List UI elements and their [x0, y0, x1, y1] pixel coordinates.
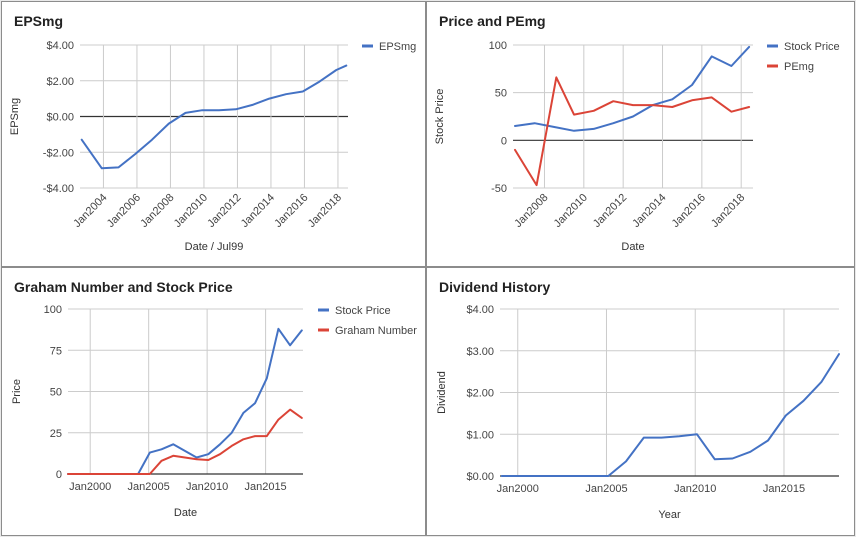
chart-panel-price-and-pemg: Price and PEmg 100 50 0 -50 Jan2008 Jan2010 Ja…	[426, 1, 855, 267]
series-line-stock-price	[514, 45, 751, 132]
x-tick-label: Jan2005	[585, 483, 627, 495]
chart-panel-graham-number: Graham Number and Stock Price 100 75 50 25 0…	[1, 267, 426, 536]
x-tick-label: Jan2012	[591, 192, 629, 230]
chart-title: Dividend History	[439, 279, 551, 295]
series-line-dividend	[500, 353, 840, 477]
y-tick-label: $4.00	[46, 40, 74, 52]
x-axis-label: Year	[658, 509, 681, 521]
x-tick-label: Jan2018	[306, 192, 344, 230]
y-axis-label: Dividend	[436, 371, 448, 414]
x-tick-label: Jan2008	[138, 192, 176, 230]
y-tick-label: 50	[50, 387, 62, 399]
y-tick-label: $1.00	[466, 429, 494, 441]
chart-title: EPSmg	[14, 13, 64, 29]
y-tick-label: $4.00	[466, 304, 494, 316]
y-tick-label: 50	[495, 88, 507, 100]
x-tick-label: Jan2016	[272, 192, 310, 230]
x-tick-label: Jan2008	[512, 192, 550, 230]
x-axis-label: Date / Jul99	[185, 241, 244, 253]
chart-title: Price and PEmg	[439, 13, 546, 29]
x-tick-label: Jan2010	[552, 192, 590, 230]
y-axis-label: EPSmg	[9, 98, 21, 135]
x-tick-label: Jan2014	[630, 192, 668, 230]
x-tick-label: Jan2010	[186, 481, 228, 493]
x-tick-label: Jan2014	[239, 192, 277, 230]
series-line-pemg	[514, 76, 751, 187]
y-tick-label: -$4.00	[43, 183, 74, 195]
x-tick-label: Jan2000	[497, 483, 539, 495]
legend-label: EPSmg	[379, 41, 416, 53]
epsmg-chart: $4.00$2.00$0.00-$2.00-$4.00Jan2004Jan200…	[9, 40, 416, 253]
y-tick-label: $2.00	[46, 76, 74, 88]
legend-label: Stock Price	[335, 305, 391, 317]
x-tick-label: Jan2016	[670, 192, 708, 230]
x-tick-label: Jan2000	[69, 481, 111, 493]
y-tick-label: -$2.00	[43, 147, 74, 159]
y-tick-label: -50	[491, 183, 507, 195]
y-tick-label: 0	[56, 469, 62, 481]
legend-label: PEmg	[784, 61, 814, 73]
y-tick-label: $3.00	[466, 346, 494, 358]
series-line-epsmg	[80, 64, 348, 170]
x-tick-label: Jan2015	[763, 483, 805, 495]
y-tick-label: 25	[50, 428, 62, 440]
x-tick-label: Jan2010	[674, 483, 716, 495]
graham-number-chart: 100 75 50 25 0 Jan2000 Jan2005 Jan2010 Jan2015 Da…	[11, 304, 417, 519]
x-tick-label: Jan2006	[105, 192, 143, 230]
x-axis-label: Date	[621, 241, 644, 253]
y-tick-label: $0.00	[466, 471, 494, 483]
legend-label: Graham Number	[335, 325, 417, 337]
x-tick-label: Jan2005	[128, 481, 170, 493]
x-tick-label: Jan2012	[205, 192, 243, 230]
x-tick-label: Jan2010	[172, 192, 210, 230]
legend-label: Stock Price	[784, 41, 840, 53]
y-tick-label: $2.00	[466, 388, 494, 400]
chart-panel-epsmg: EPSmg $4.00 $2.00 $0.00 -$2.00 -$4.00 Jan2004…	[1, 1, 426, 267]
y-tick-label: 100	[44, 304, 62, 316]
y-axis-label: Price	[11, 379, 23, 404]
chart-panel-dividend-history: Dividend History $4.00 $3.00 $2.00 $1.00 $0.…	[426, 267, 855, 536]
y-tick-label: 100	[489, 40, 507, 52]
y-tick-label: 0	[501, 135, 507, 147]
y-tick-label: 75	[50, 345, 62, 357]
x-axis-label: Date	[174, 507, 197, 519]
x-tick-label: Jan2015	[244, 481, 286, 493]
x-tick-label: Jan2004	[71, 192, 109, 230]
x-tick-label: Jan2018	[709, 192, 747, 230]
y-axis-label: Stock Price	[434, 89, 446, 145]
series-line-graham-number	[67, 408, 303, 475]
chart-title: Graham Number and Stock Price	[14, 279, 233, 295]
y-tick-label: $0.00	[46, 112, 74, 124]
